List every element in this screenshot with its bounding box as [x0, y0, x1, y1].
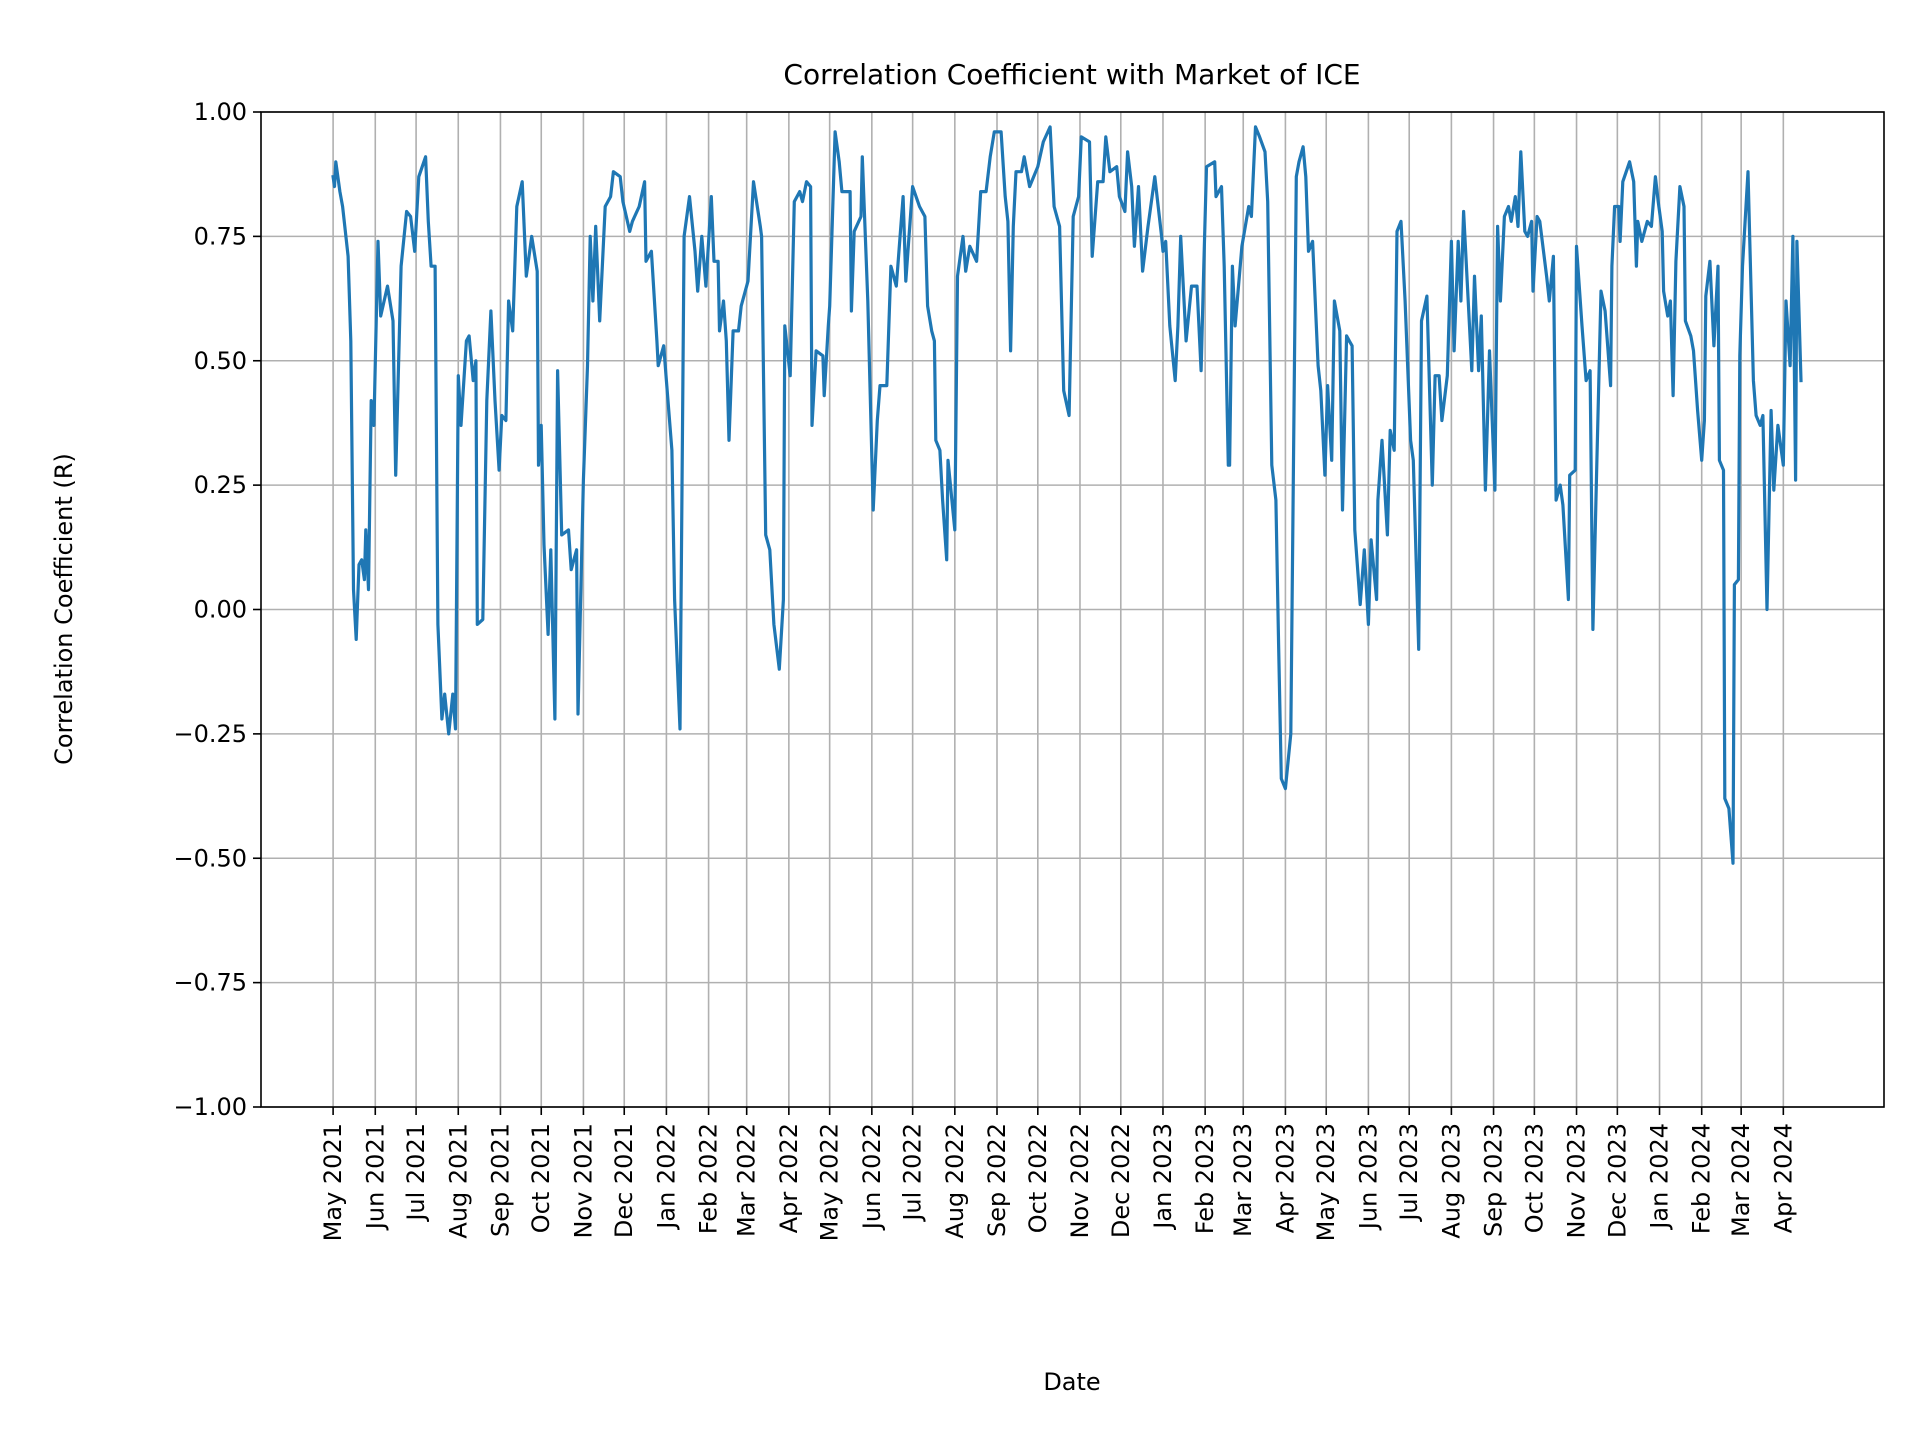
x-tick-label: Nov 2021 [569, 1123, 597, 1239]
x-tick-label: Jan 2023 [1149, 1123, 1177, 1231]
x-tick-label: Oct 2023 [1520, 1123, 1548, 1233]
x-tick-label: May 2021 [319, 1123, 347, 1241]
x-tick-label: Mar 2022 [733, 1123, 761, 1237]
x-tick-label: Feb 2024 [1688, 1123, 1716, 1234]
y-tick-label: 0.25 [194, 471, 247, 499]
x-tick-label: Dec 2021 [610, 1123, 638, 1238]
y-tick-label: −0.50 [173, 844, 247, 872]
x-tick-label: Apr 2022 [775, 1123, 803, 1233]
y-axis-label: Correlation Coefficient (R) [50, 453, 78, 765]
y-tick-label: 0.50 [194, 347, 247, 375]
x-tick-label: Jul 2023 [1395, 1123, 1423, 1223]
series-line [331, 125, 1803, 865]
y-tick-label: −0.75 [173, 969, 247, 997]
y-tick-label: −0.25 [173, 720, 247, 748]
x-tick-label: Nov 2023 [1563, 1123, 1591, 1239]
x-tick-label: May 2023 [1312, 1123, 1340, 1241]
y-tick-label: 0.75 [194, 222, 247, 250]
x-tick-label: Jan 2024 [1646, 1123, 1674, 1231]
ticks: −1.00 −0.75 −0.50 −0.25 0.00 0.25 0.50 0.75 1.00… [173, 98, 1797, 1241]
x-tick-label: Jan 2022 [652, 1123, 680, 1231]
x-tick-label: Nov 2022 [1066, 1123, 1094, 1239]
x-tick-label: Feb 2023 [1191, 1123, 1219, 1234]
y-tick-label: −1.00 [173, 1093, 247, 1121]
x-tick-label: Apr 2024 [1769, 1123, 1797, 1233]
x-tick-label: Sep 2023 [1480, 1123, 1508, 1237]
x-tick-label: Oct 2021 [527, 1123, 555, 1233]
x-tick-label: Sep 2021 [486, 1123, 514, 1237]
x-tick-label: Mar 2024 [1727, 1123, 1755, 1237]
x-tick-label: Oct 2022 [1024, 1123, 1052, 1233]
x-tick-label: Jun 2023 [1354, 1123, 1382, 1231]
x-tick-label: Jun 2022 [858, 1123, 886, 1231]
x-tick-label: Dec 2023 [1603, 1123, 1631, 1238]
plot-frame [260, 111, 1885, 1108]
x-axis-label: Date [1043, 1368, 1100, 1396]
x-tick-label: Aug 2021 [444, 1123, 472, 1239]
x-tick-label: Jul 2021 [402, 1123, 430, 1223]
x-tick-label: Apr 2023 [1271, 1123, 1299, 1233]
y-tick-label: 1.00 [194, 98, 247, 126]
x-tick-label: Sep 2022 [983, 1123, 1011, 1237]
x-tick-label: Feb 2022 [695, 1123, 723, 1234]
x-tick-label: Aug 2023 [1437, 1123, 1465, 1239]
x-tick-label: Dec 2022 [1107, 1123, 1135, 1238]
x-tick-label: Jul 2022 [899, 1123, 927, 1223]
y-tick-label: 0.00 [194, 596, 247, 624]
chart-title: Correlation Coefficient with Market of I… [783, 58, 1360, 91]
x-tick-label: May 2022 [816, 1123, 844, 1241]
x-tick-label: Mar 2023 [1229, 1123, 1257, 1237]
x-tick-label: Aug 2022 [941, 1123, 969, 1239]
x-tick-label: Jun 2021 [361, 1123, 389, 1231]
